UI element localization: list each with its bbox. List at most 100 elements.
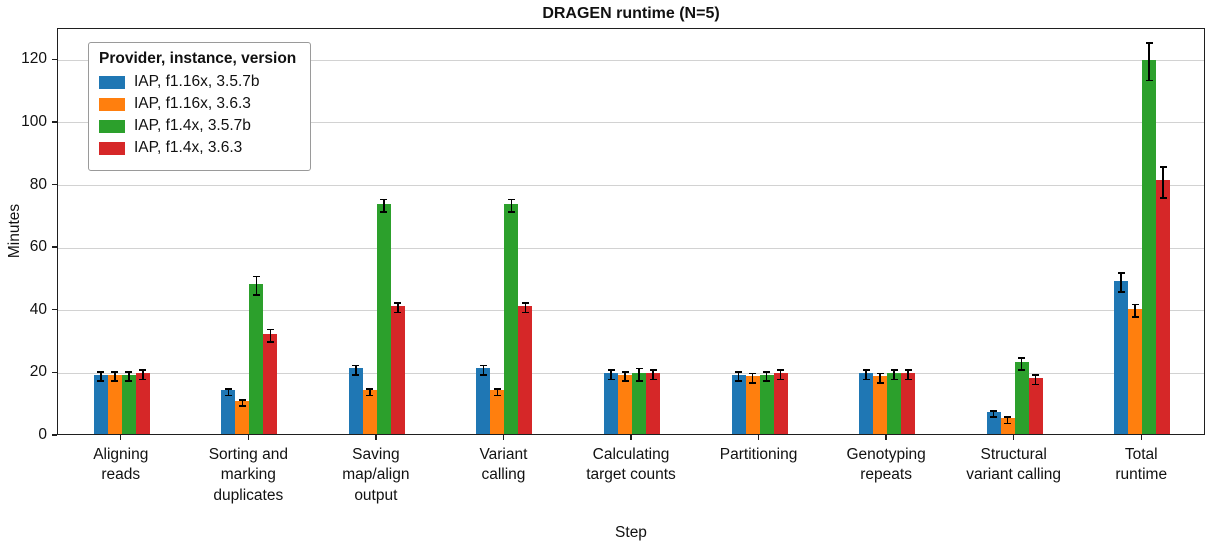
bar — [773, 372, 788, 434]
error-bar-cap — [1018, 369, 1026, 372]
y-tick-label: 60 — [29, 238, 47, 256]
error-bar-cap — [1145, 79, 1153, 82]
legend-item: IAP, f1.16x, 3.5.7b — [99, 73, 296, 91]
error-bar — [638, 368, 640, 382]
error-bar-cap — [990, 416, 998, 418]
error-bar — [652, 370, 654, 380]
error-bar-cap — [635, 380, 643, 382]
bar — [604, 372, 618, 434]
error-bar-cap — [366, 388, 374, 390]
bar — [1128, 308, 1143, 434]
error-bar-cap — [266, 328, 274, 331]
error-bar-cap — [1131, 303, 1139, 306]
bar — [249, 283, 264, 434]
error-bar-cap — [224, 394, 232, 397]
bar — [632, 372, 646, 434]
x-tick-label: Total runtime — [1115, 446, 1168, 484]
error-bar-cap — [380, 198, 388, 201]
bar — [1000, 418, 1015, 434]
x-tick-label: Variant calling — [479, 446, 528, 484]
error-bar — [241, 399, 244, 407]
error-bar-cap — [649, 378, 657, 381]
x-tick-label: Structural variant calling — [966, 446, 1062, 484]
error-bar-cap — [1159, 197, 1167, 199]
x-tick-mark — [885, 435, 887, 440]
bar — [1014, 362, 1029, 434]
error-bar-cap — [607, 378, 615, 381]
error-bar-cap — [735, 371, 743, 373]
error-bar — [1162, 166, 1165, 199]
error-bar-cap — [521, 302, 529, 304]
legend-label: IAP, f1.4x, 3.6.3 — [134, 139, 243, 156]
bar — [618, 374, 632, 434]
x-tick-label: Genotyping repeats — [846, 446, 926, 484]
error-bar — [879, 373, 881, 383]
legend-item: IAP, f1.4x, 3.6.3 — [99, 139, 296, 157]
legend-label: IAP, f1.4x, 3.5.7b — [134, 117, 251, 134]
legend-swatch — [99, 119, 125, 133]
error-bar — [524, 302, 527, 313]
error-bar-cap — [904, 378, 912, 381]
error-bar-cap — [352, 374, 360, 376]
x-tick-label: Aligning reads — [93, 446, 149, 484]
bar — [1114, 280, 1129, 434]
error-bar — [127, 371, 130, 382]
bar — [518, 305, 533, 434]
error-bar-cap — [97, 371, 105, 373]
x-tick-label: Calculating target counts — [586, 446, 676, 484]
error-bar-cap — [521, 311, 529, 314]
error-bar-cap — [352, 364, 360, 367]
error-bar — [737, 371, 740, 382]
error-bar-cap — [1159, 165, 1167, 168]
error-bar-cap — [876, 381, 884, 384]
bar — [504, 203, 519, 434]
y-tick-label: 80 — [29, 175, 47, 193]
error-bar-cap — [1117, 291, 1125, 293]
x-tick-mark — [757, 435, 760, 440]
legend-items: IAP, f1.16x, 3.5.7b IAP, f1.16x, 3.6.3 IAP… — [99, 73, 296, 157]
bar — [646, 372, 660, 434]
bar — [362, 390, 377, 434]
error-bar-cap — [749, 381, 757, 384]
bar — [390, 305, 405, 434]
error-bar-cap — [507, 211, 515, 213]
error-bar-cap — [224, 388, 232, 390]
error-bar-cap — [252, 294, 260, 296]
x-tick-label: Partitioning — [719, 446, 798, 463]
error-bar-cap — [1131, 316, 1139, 318]
error-bar-cap — [97, 380, 105, 382]
error-bar-cap — [366, 394, 374, 397]
error-bar — [397, 302, 399, 313]
error-bar — [1020, 357, 1023, 371]
error-bar — [482, 365, 485, 375]
y-tick-mark — [52, 246, 57, 248]
error-bar-cap — [493, 388, 501, 390]
error-bar-cap — [139, 369, 147, 372]
error-bar-cap — [1032, 383, 1040, 386]
error-bar-cap — [862, 369, 870, 372]
error-bar-cap — [777, 369, 785, 372]
error-bar-cap — [1032, 374, 1040, 376]
error-bar — [269, 329, 272, 343]
x-tick-label: Saving map/align output — [342, 446, 410, 504]
error-bar-cap — [649, 369, 657, 372]
y-tick-mark — [52, 58, 57, 60]
error-bar — [355, 365, 357, 375]
bar — [263, 333, 278, 434]
error-bar-cap — [763, 380, 771, 382]
error-bar-cap — [862, 378, 870, 381]
chart-title: DRAGEN runtime (N=5) — [542, 5, 720, 22]
y-tick-label: 0 — [38, 426, 47, 443]
y-tick-mark — [52, 309, 57, 311]
bar — [135, 372, 150, 434]
legend-label: IAP, f1.16x, 3.6.3 — [134, 95, 251, 112]
gridline — [58, 372, 1204, 374]
x-tick-mark — [1140, 435, 1142, 440]
error-bar — [779, 370, 782, 380]
bar — [1028, 377, 1043, 434]
error-bar — [1120, 273, 1123, 292]
error-bar-cap — [763, 371, 771, 373]
error-bar-cap — [904, 369, 912, 372]
error-bar — [624, 371, 626, 382]
error-bar — [99, 371, 102, 382]
